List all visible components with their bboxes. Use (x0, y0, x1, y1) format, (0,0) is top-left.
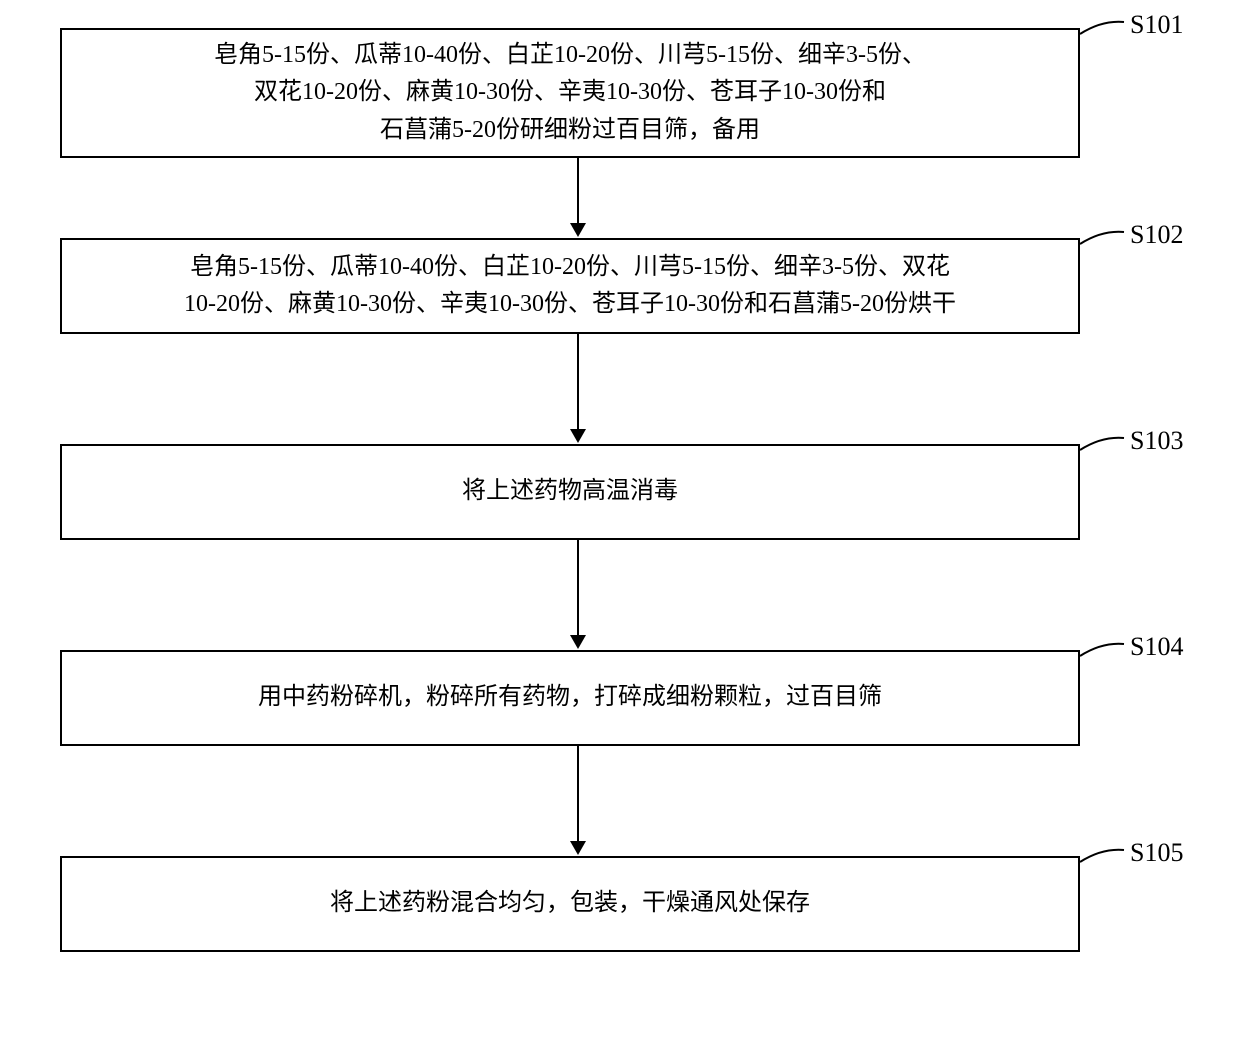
step-box-s101: 皂角5-15份、瓜蒂10-40份、白芷10-20份、川芎5-15份、细辛3-5份… (60, 28, 1080, 158)
arrow-head-icon (570, 223, 586, 237)
connector-3 (570, 540, 586, 649)
arrow-line-icon (577, 746, 579, 842)
step-label-s103: S103 (1130, 426, 1183, 456)
arrow-head-icon (570, 635, 586, 649)
step-label-s102: S102 (1130, 220, 1183, 250)
connector-4 (570, 746, 586, 855)
step-text: 皂角5-15份、瓜蒂10-40份、白芷10-20份、川芎5-15份、细辛3-5份… (184, 249, 956, 323)
step-box-s104: 用中药粉碎机，粉碎所有药物，打碎成细粉颗粒，过百目筛 (60, 650, 1080, 746)
arrow-head-icon (570, 429, 586, 443)
arrow-line-icon (577, 540, 579, 636)
step-text: 将上述药粉混合均匀，包装，干燥通风处保存 (330, 885, 810, 922)
arrow-line-icon (577, 158, 579, 224)
connector-1 (570, 158, 586, 237)
arrow-head-icon (570, 841, 586, 855)
step-text: 皂角5-15份、瓜蒂10-40份、白芷10-20份、川芎5-15份、细辛3-5份… (214, 37, 926, 149)
step-text: 用中药粉碎机，粉碎所有药物，打碎成细粉颗粒，过百目筛 (258, 679, 882, 716)
step-label-s105: S105 (1130, 838, 1183, 868)
connector-2 (570, 334, 586, 443)
flowchart-canvas: 皂角5-15份、瓜蒂10-40份、白芷10-20份、川芎5-15份、细辛3-5份… (0, 0, 1240, 1047)
step-label-s101: S101 (1130, 10, 1183, 40)
arrow-line-icon (577, 334, 579, 430)
step-box-s105: 将上述药粉混合均匀，包装，干燥通风处保存 (60, 856, 1080, 952)
step-label-s104: S104 (1130, 632, 1183, 662)
step-box-s102: 皂角5-15份、瓜蒂10-40份、白芷10-20份、川芎5-15份、细辛3-5份… (60, 238, 1080, 334)
step-text: 将上述药物高温消毒 (462, 473, 678, 510)
step-box-s103: 将上述药物高温消毒 (60, 444, 1080, 540)
